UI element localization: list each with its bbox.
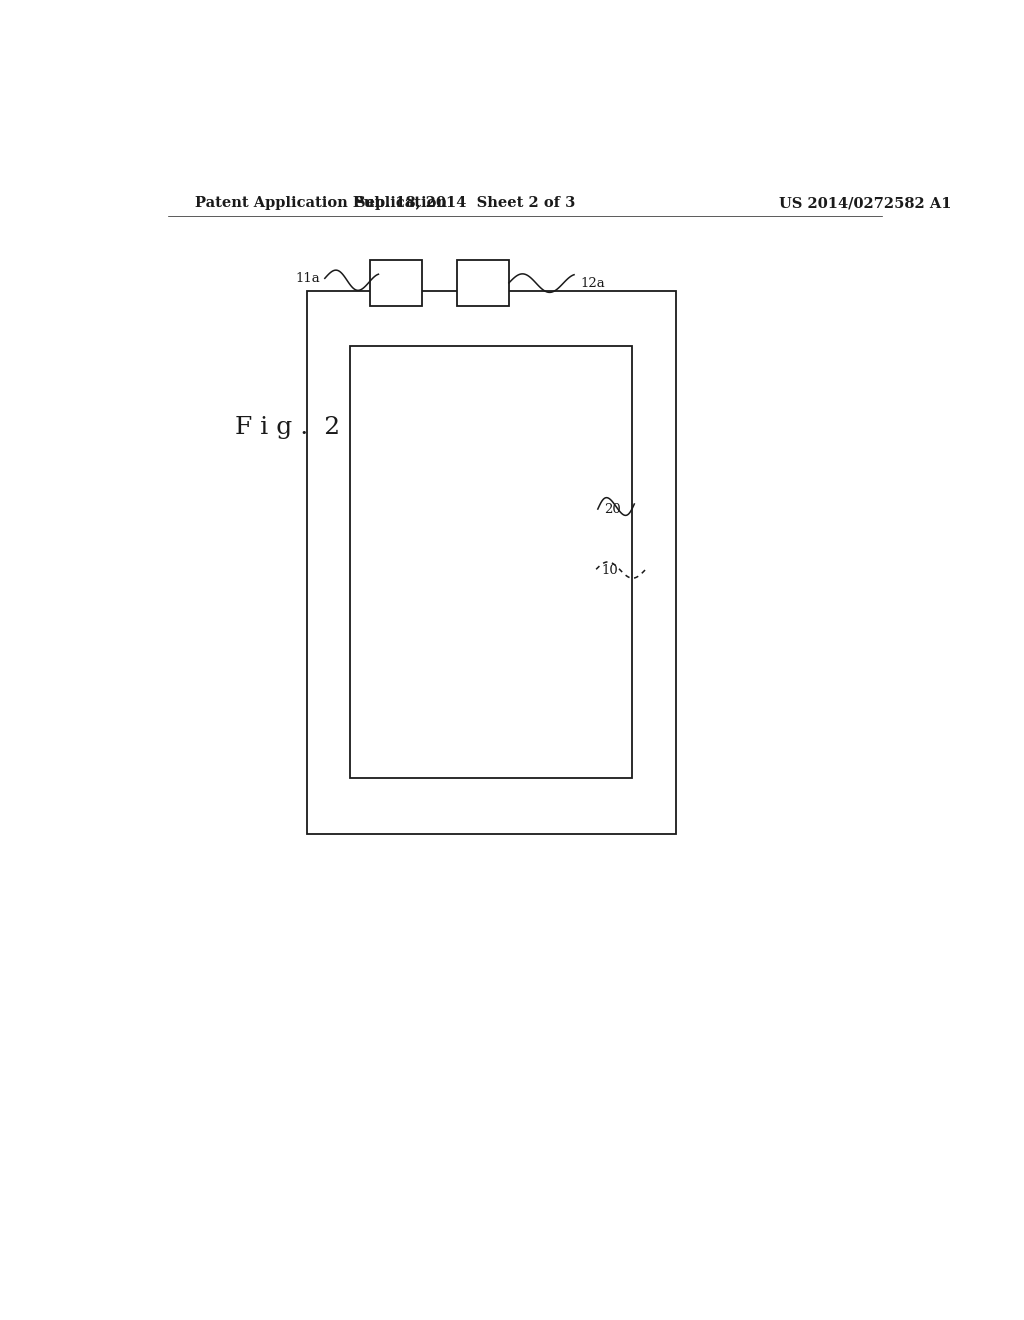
Text: 20: 20 — [604, 503, 621, 516]
Text: 11a: 11a — [295, 272, 321, 285]
Bar — [458, 260, 509, 306]
Text: Patent Application Publication: Patent Application Publication — [196, 197, 447, 210]
Text: US 2014/0272582 A1: US 2014/0272582 A1 — [778, 197, 951, 210]
Text: Sep. 18, 2014  Sheet 2 of 3: Sep. 18, 2014 Sheet 2 of 3 — [355, 197, 575, 210]
Text: 12a: 12a — [581, 277, 605, 290]
Text: F i g .  2: F i g . 2 — [236, 416, 340, 440]
Bar — [370, 260, 422, 306]
Bar — [350, 346, 632, 779]
Text: 10: 10 — [602, 564, 618, 577]
Bar — [306, 290, 676, 834]
